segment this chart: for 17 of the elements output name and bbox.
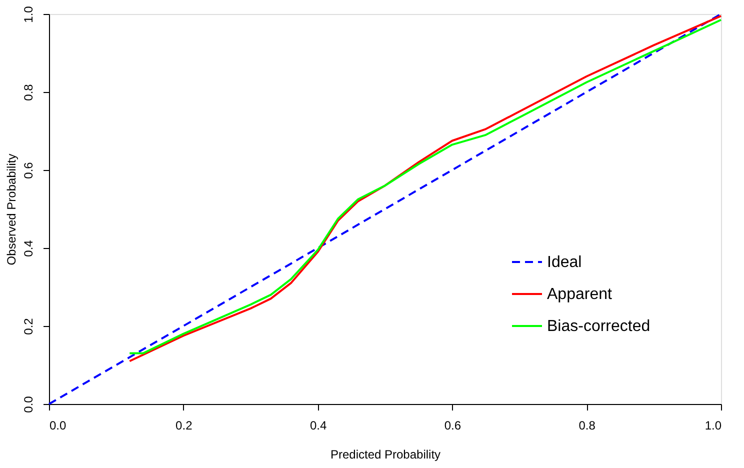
y-tick-label: 0.8 bbox=[22, 84, 36, 101]
y-tick-label: 0.2 bbox=[22, 318, 36, 335]
x-tick-label: 0.4 bbox=[310, 418, 327, 432]
legend-label: Apparent bbox=[547, 286, 612, 303]
x-tick-label: 0.0 bbox=[50, 418, 67, 432]
y-tick-label: 0.6 bbox=[22, 162, 36, 179]
y-tick-label: 0.0 bbox=[22, 396, 36, 413]
x-tick-label: 0.6 bbox=[444, 418, 462, 432]
y-axis-title: Observed Probability bbox=[4, 154, 18, 266]
x-tick-label: 0.2 bbox=[176, 418, 193, 432]
legend-label: Bias-corrected bbox=[547, 318, 650, 335]
y-tick-label: 0.4 bbox=[22, 240, 36, 257]
y-tick-label: 1.0 bbox=[22, 6, 36, 23]
x-axis-title: Predicted Probability bbox=[330, 448, 441, 462]
x-tick-label: 1.0 bbox=[704, 418, 722, 432]
x-tick-label: 0.8 bbox=[578, 418, 596, 432]
legend-label: Ideal bbox=[547, 254, 582, 271]
